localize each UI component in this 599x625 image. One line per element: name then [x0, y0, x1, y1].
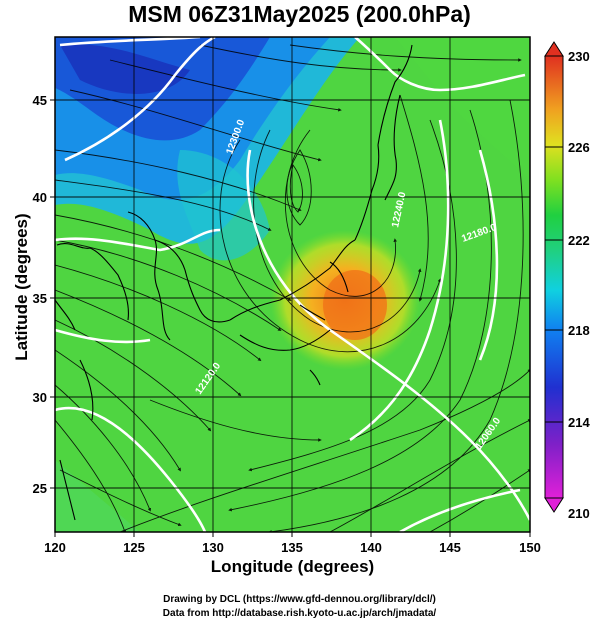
- colorbar: 210 214 218 222 226 230: [544, 41, 590, 521]
- colorbar-tick-label: 222: [568, 233, 590, 248]
- x-axis-ticks: [54, 532, 531, 537]
- map-field: 12300.0 12240.0 12180.0 12120.0 12060.0: [55, 37, 530, 532]
- x-tick-label: 150: [519, 540, 541, 555]
- y-tick-label: 45: [33, 93, 47, 108]
- x-tick-label: 130: [202, 540, 224, 555]
- x-tick-label: 140: [360, 540, 382, 555]
- grid-lines: [55, 37, 530, 532]
- y-axis-tick-labels: 25 30 35 40 45: [33, 93, 47, 496]
- colorbar-tick-label: 226: [568, 140, 590, 155]
- colorbar-tick-label: 214: [568, 415, 590, 430]
- credit-drawing: Drawing by DCL (https://www.gfd-dennou.o…: [163, 594, 436, 605]
- y-tick-label: 30: [33, 390, 47, 405]
- y-axis-ticks: [50, 99, 55, 489]
- map-title: MSM 06Z31May2025 (200.0hPa): [128, 1, 471, 27]
- colorbar-tick-label: 218: [568, 323, 590, 338]
- x-axis-tick-labels: 120 125 130 135 140 145 150: [44, 540, 541, 555]
- y-tick-label: 40: [33, 190, 47, 205]
- x-tick-label: 125: [123, 540, 145, 555]
- credit-data: Data from http://database.rish.kyoto-u.a…: [162, 608, 437, 619]
- colorbar-min-arrow: [544, 497, 564, 513]
- x-axis-label: Longitude (degrees): [210, 557, 375, 576]
- x-tick-label: 135: [281, 540, 303, 555]
- y-axis-label: Latitude (degrees): [12, 213, 31, 361]
- coastlines: [55, 44, 413, 521]
- y-tick-label: 25: [33, 481, 47, 496]
- x-tick-label: 120: [44, 540, 66, 555]
- colorbar-tick-label: 230: [568, 49, 590, 64]
- y-tick-label: 35: [33, 291, 47, 306]
- colorbar-scale: [544, 55, 564, 499]
- streamlines: [55, 44, 530, 532]
- colorbar-tick-label: 210: [568, 506, 590, 521]
- colorbar-max-arrow: [544, 41, 564, 57]
- x-tick-label: 145: [439, 540, 461, 555]
